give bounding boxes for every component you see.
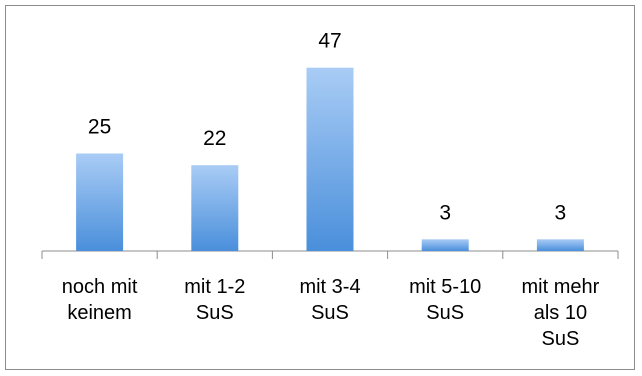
data-label: 47 xyxy=(318,30,341,53)
data-label: 25 xyxy=(88,116,111,139)
bar xyxy=(191,165,239,251)
x-tick-label: mit 5-10 xyxy=(409,276,481,298)
bar xyxy=(536,239,584,251)
plot-area: 25 noch mit keinem 22 mit 1-2 SuS 47 mit 3-4 SuS… xyxy=(41,30,619,350)
bar xyxy=(306,67,354,251)
bar xyxy=(76,153,124,251)
data-label: 3 xyxy=(555,201,567,224)
x-tick-label: keinem xyxy=(67,302,131,324)
data-label: 3 xyxy=(439,201,451,224)
x-tick-label: als 10 xyxy=(534,302,587,324)
x-tick-label: SuS xyxy=(541,328,579,350)
x-tick-label: mit 1-2 xyxy=(184,276,245,298)
bar xyxy=(421,239,469,251)
x-tick-label: mit mehr xyxy=(522,276,600,298)
x-tick-label: mit 3-4 xyxy=(299,276,360,298)
x-tick-label: SuS xyxy=(196,302,234,324)
x-tick-label: SuS xyxy=(311,302,349,324)
x-tick-label: noch mit xyxy=(62,276,138,298)
x-tick-label: SuS xyxy=(426,302,464,324)
data-label: 22 xyxy=(203,127,226,150)
